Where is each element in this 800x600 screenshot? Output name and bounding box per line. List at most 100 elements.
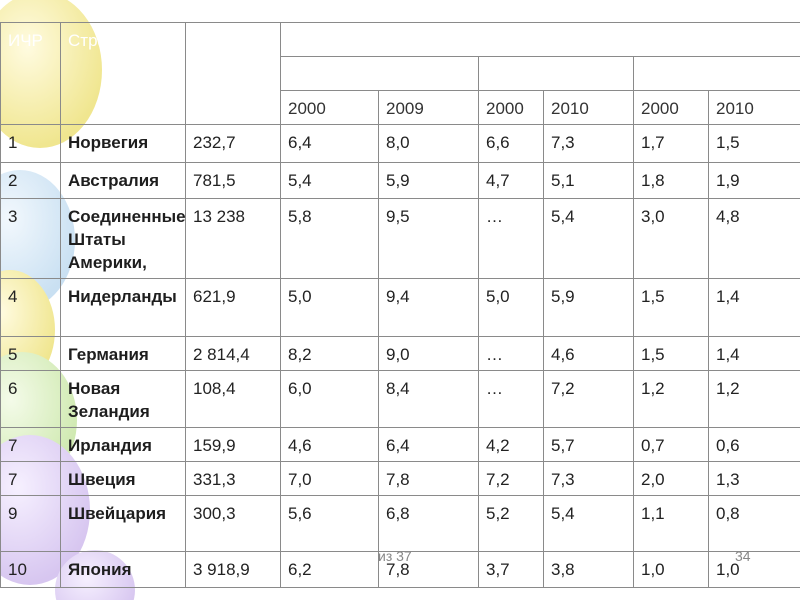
value-cell: 4,8 [708, 198, 800, 279]
value-cell: 0,6 [708, 427, 800, 462]
country-cell: Швейцария [60, 495, 186, 552]
country-cell: Нидерланды [60, 278, 186, 337]
hdi-header: ИЧР [0, 22, 61, 125]
gdp-cell: 331,3 [185, 461, 281, 496]
value-cell: 9,5 [378, 198, 479, 279]
page-count: из 37 [378, 548, 412, 564]
table-row: 10 Япония 3 918,9 6,2 7,8 3,7 3,8 1,0 1,0 [0, 551, 800, 588]
value-cell: 7,0 [280, 461, 379, 496]
value-cell: 1,2 [708, 370, 800, 428]
value-cell: 1,4 [708, 336, 800, 371]
table-row: 6 Новая Зеландия 108,4 6,0 8,4… 7,2 1,2 1,2 [0, 370, 800, 428]
value-cell: 7,3 [543, 124, 634, 163]
value-cell: 3,8 [543, 551, 634, 588]
slide-footer: из 37 34 [0, 548, 800, 568]
rank-cell: 4 [0, 278, 61, 337]
country-cell: Швеция [60, 461, 186, 496]
value-cell: 8,4 [378, 370, 479, 428]
gdp-cell: 108,4 [185, 370, 281, 428]
header-row-1: ИЧР Страна ВВП 2010 Государственные расх… [0, 22, 800, 125]
gdp-cell: 781,5 [185, 162, 281, 199]
rank-cell: 2 [0, 162, 61, 199]
value-cell: 5,2 [478, 495, 544, 552]
rank-cell: 9 [0, 495, 61, 552]
value-cell: 3,7 [478, 551, 544, 588]
table-row: 9 Швейцария 300,3 5,6 6,8 5,2 5,4 1,1 0,8 [0, 495, 800, 552]
value-cell: 2,0 [633, 461, 709, 496]
table-row: 3 Соединенные Штаты Америки, 13 238 5,8 9,5…… [0, 198, 800, 279]
value-cell: 1,7 [633, 124, 709, 163]
gdp-header: ВВП 2010 [185, 22, 281, 125]
value-cell: 1,1 [633, 495, 709, 552]
value-cell: 6,4 [378, 427, 479, 462]
value-cell: 5,0 [280, 278, 379, 337]
value-cell: 5,6 [280, 495, 379, 552]
table-row: 2 Австралия 781,5 5,4 5,9 4,7 5,1 1,8 1,9 [0, 162, 800, 199]
gdp-cell: 621,9 [185, 278, 281, 337]
value-cell: 1,8 [633, 162, 709, 199]
country-cell: Германия [60, 336, 186, 371]
value-cell: 1,3 [708, 461, 800, 496]
country-header: Страна [60, 22, 186, 125]
value-cell: 4,6 [543, 336, 634, 371]
value-cell: 5,1 [543, 162, 634, 199]
value-cell: 5,9 [543, 278, 634, 337]
value-cell: 9,0 [378, 336, 479, 371]
rank-cell: 5 [0, 336, 61, 371]
country-cell: Новая Зеландия [60, 370, 186, 428]
value-cell: 0,8 [708, 495, 800, 552]
health-header: На здравоохранение [280, 56, 479, 91]
gdp-cell: 13 238 [185, 198, 281, 279]
value-cell: 7,3 [543, 461, 634, 496]
value-cell: 5,4 [280, 162, 379, 199]
education-header: На образование [478, 56, 634, 91]
value-cell: 8,2 [280, 336, 379, 371]
value-cell: 5,7 [543, 427, 634, 462]
year-cell: 2000 [633, 90, 709, 125]
table-row: 1 Норвегия 232,7 6,4 8,0 6,6 7,3 1,7 1,5 [0, 124, 800, 163]
spending-table: ИЧР Страна ВВП 2010 Государственные расх… [0, 22, 800, 588]
value-cell: 4,2 [478, 427, 544, 462]
value-cell: 7,2 [478, 461, 544, 496]
value-cell: 6,4 [280, 124, 379, 163]
spending-header: Государственные расходы % ВВП [280, 22, 800, 57]
value-cell: 1,2 [633, 370, 709, 428]
year-cell: 2000 [478, 90, 544, 125]
country-cell: Япония [60, 551, 186, 588]
gdp-cell: 159,9 [185, 427, 281, 462]
value-cell: 4,7 [478, 162, 544, 199]
rank-cell: 7 [0, 427, 61, 462]
value-cell: 4,6 [280, 427, 379, 462]
value-cell: 9,4 [378, 278, 479, 337]
value-cell: … [478, 336, 544, 371]
rank-cell: 6 [0, 370, 61, 428]
value-cell: 7,8 [378, 551, 479, 588]
value-cell: 7,2 [543, 370, 634, 428]
rank-cell: 7 [0, 461, 61, 496]
country-cell: Ирландия [60, 427, 186, 462]
gdp-cell: 3 918,9 [185, 551, 281, 588]
rank-cell: 1 [0, 124, 61, 163]
value-cell: … [478, 370, 544, 428]
gdp-cell: 300,3 [185, 495, 281, 552]
year-cell: 2009 [378, 90, 479, 125]
defense-header: На оборону [633, 56, 800, 91]
value-cell: 6,8 [378, 495, 479, 552]
value-cell: 1,5 [708, 124, 800, 163]
value-cell: 1,5 [633, 278, 709, 337]
year-cell: 2010 [708, 90, 800, 125]
value-cell: 1,5 [633, 336, 709, 371]
value-cell: … [478, 198, 544, 279]
value-cell: 5,9 [378, 162, 479, 199]
value-cell: 0,7 [633, 427, 709, 462]
value-cell: 6,2 [280, 551, 379, 588]
value-cell: 6,0 [280, 370, 379, 428]
value-cell: 6,6 [478, 124, 544, 163]
table-row: 7 Ирландия 159,9 4,6 6,4 4,2 5,7 0,7 0,6 [0, 427, 800, 462]
country-cell: Норвегия [60, 124, 186, 163]
country-cell: Соединенные Штаты Америки, [60, 198, 186, 279]
table-body: 1 Норвегия 232,7 6,4 8,0 6,6 7,3 1,7 1,5 2 Австрал… [0, 124, 800, 588]
slide-number: 34 [735, 548, 751, 564]
year-cell: 2010 [543, 90, 634, 125]
rank-cell: 10 [0, 551, 61, 588]
